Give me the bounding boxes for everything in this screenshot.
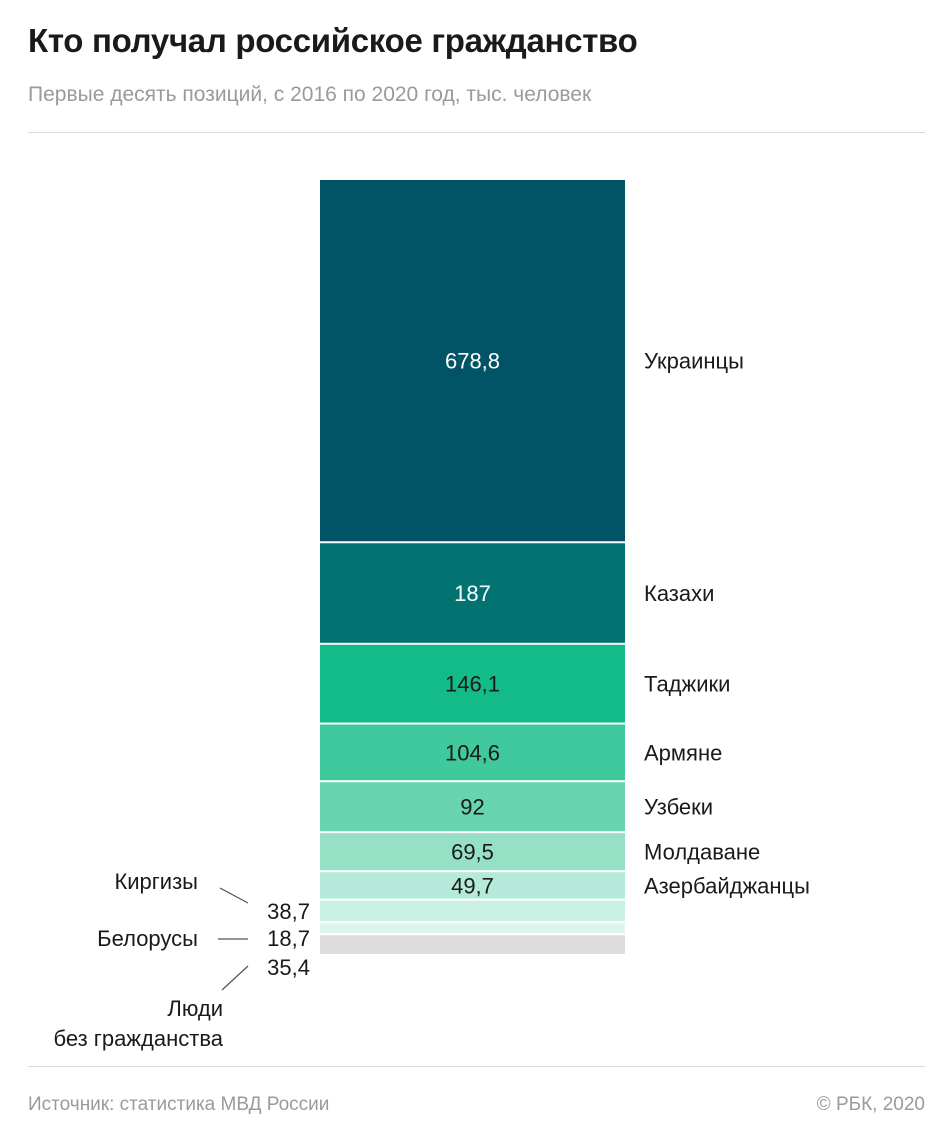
- bar-segment-киргизы: [320, 900, 625, 922]
- category-label-узбеки: Узбеки: [644, 795, 713, 820]
- category-label-люди: Люди: [167, 996, 223, 1021]
- copyright-note: © РБК, 2020: [816, 1094, 925, 1115]
- chart-subtitle: Первые десять позиций, с 2016 по 2020 го…: [28, 83, 592, 106]
- bar-segment-таджики: [320, 644, 625, 723]
- category-label-без-гражданства: без гражданства: [54, 1026, 224, 1051]
- category-label-молдаване: Молдаване: [644, 840, 760, 865]
- bar-segment-узбеки: [320, 782, 625, 832]
- category-label-азербайджанцы: Азербайджанцы: [644, 873, 810, 898]
- chart-title: Кто получал российское гражданство: [28, 22, 638, 59]
- category-label-казахи: Казахи: [644, 581, 714, 606]
- value-label-армяне: 104,6: [445, 740, 500, 765]
- category-label-киргизы: Киргизы: [114, 869, 198, 894]
- value-label-украинцы: 678,8: [445, 349, 500, 374]
- bar-segment-люди-без-гражданства: [320, 935, 625, 954]
- bottom-divider: [28, 1066, 925, 1067]
- category-label-армяне: Армяне: [644, 740, 722, 765]
- category-label-таджики: Таджики: [644, 672, 730, 697]
- value-label-казахи: 187: [454, 581, 491, 606]
- category-label-украинцы: Украинцы: [644, 349, 744, 374]
- value-label-люди-без-гражданства: 35,4: [267, 955, 310, 980]
- bar-segment-азербайджанцы: [320, 872, 625, 899]
- bar-segment-армяне: [320, 724, 625, 781]
- value-label-узбеки: 92: [460, 795, 484, 820]
- bar-segment-украинцы: [320, 180, 625, 542]
- bar-segment-казахи: [320, 543, 625, 643]
- value-label-таджики: 146,1: [445, 672, 500, 697]
- leader-line-люди-без-гражданства: [221, 965, 249, 991]
- top-divider: [28, 132, 925, 133]
- leader-line-киргизы: [219, 887, 249, 904]
- value-label-киргизы: 38,7: [267, 899, 310, 924]
- value-label-молдаване: 69,5: [451, 840, 494, 865]
- value-label-азербайджанцы: 49,7: [451, 873, 494, 898]
- bar-segment-молдаване: [320, 833, 625, 871]
- bar-segment-белорусы: [320, 923, 625, 934]
- value-label-белорусы: 18,7: [267, 926, 310, 951]
- category-label-белорусы: Белорусы: [97, 926, 198, 951]
- source-note: Источник: статистика МВД России: [28, 1094, 330, 1115]
